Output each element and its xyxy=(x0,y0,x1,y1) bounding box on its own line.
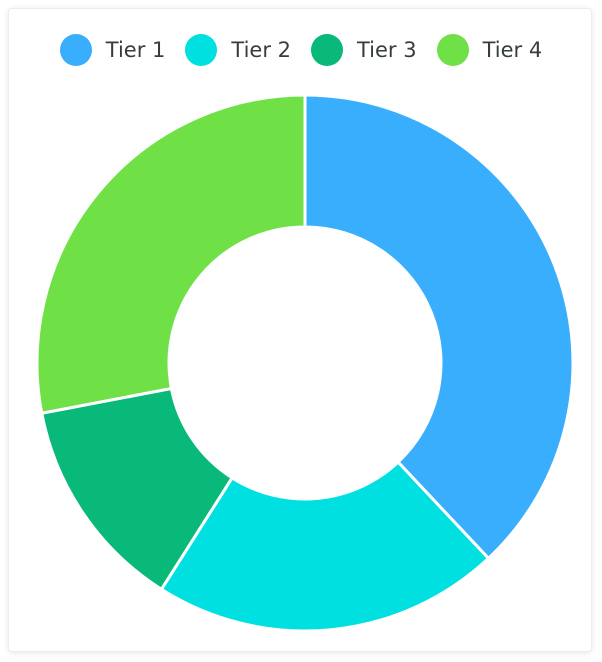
legend-label-tier-1: Tier 1 xyxy=(105,38,166,62)
legend-marker-tier-2 xyxy=(185,34,218,66)
legend-marker-tier-3 xyxy=(311,34,343,66)
chart-legend: Tier 1 Tier 2 Tier 3 Tier 4 xyxy=(0,34,602,66)
donut-slice-tier-3[interactable] xyxy=(39,386,235,592)
legend-item-tier-4[interactable]: Tier 4 xyxy=(436,34,543,66)
legend-marker-tier-1 xyxy=(59,34,92,66)
legend-label-tier-2: Tier 2 xyxy=(231,38,291,62)
donut-slice-tier-2[interactable] xyxy=(159,460,491,633)
legend-label-tier-4: Tier 4 xyxy=(482,38,543,62)
legend-item-tier-3[interactable]: Tier 3 xyxy=(311,34,417,66)
legend-label-tier-3: Tier 3 xyxy=(357,38,417,62)
donut-slice-tier-4[interactable] xyxy=(35,93,307,415)
legend-item-tier-2[interactable]: Tier 2 xyxy=(185,34,291,66)
legend-item-tier-1[interactable]: Tier 1 xyxy=(59,34,166,66)
legend-marker-tier-4 xyxy=(436,34,469,66)
donut-slice-tier-1[interactable] xyxy=(303,93,575,561)
